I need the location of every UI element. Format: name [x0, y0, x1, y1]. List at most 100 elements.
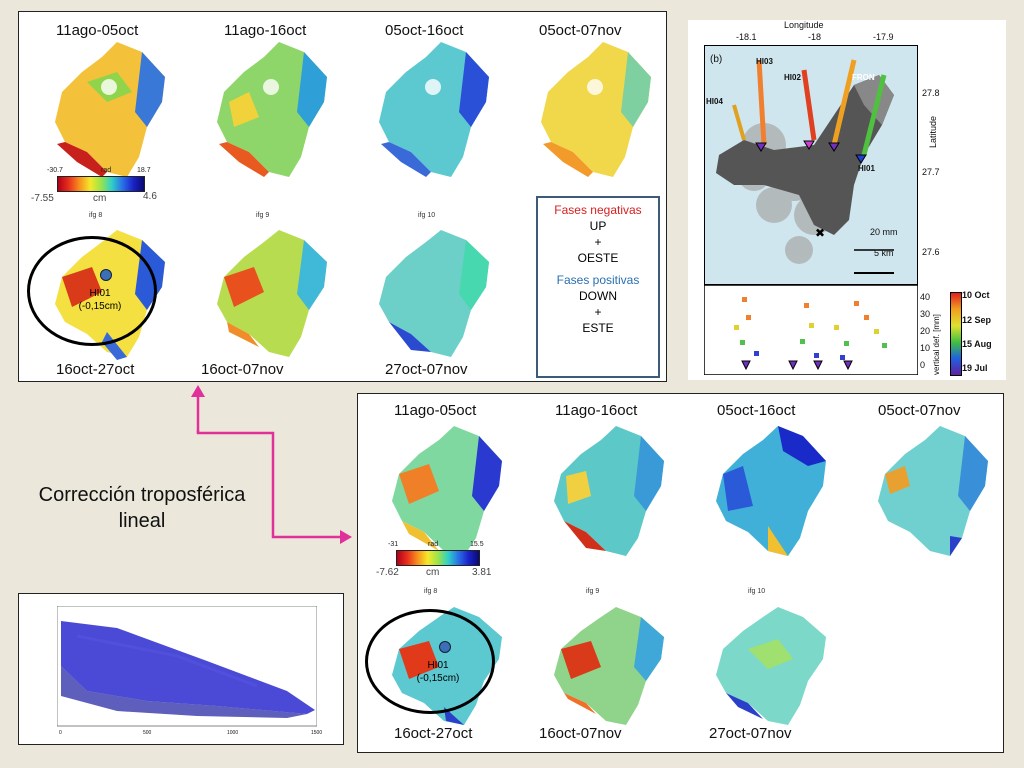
- ifg-label: ifg 10: [418, 212, 436, 219]
- station-highlight-ellipse: [365, 609, 495, 714]
- interferogram-date-label: 16oct-27oct: [394, 725, 473, 742]
- y-axis-title: vertical def. [mm]: [932, 314, 941, 375]
- x-axis-title: Longitude: [784, 20, 824, 30]
- colorbar-cm-label: cm: [426, 567, 440, 578]
- interferogram-date-label: 05oct-16oct: [385, 22, 464, 39]
- x-tick: 500: [143, 730, 152, 736]
- gps-map: ✖: [704, 45, 918, 285]
- station-value: (-0,15cm): [416, 673, 460, 684]
- ifg-label: ifg 8: [424, 588, 438, 595]
- y-tick: 20: [920, 326, 931, 336]
- gps-deformation-plot: [704, 285, 918, 375]
- date-label: 15 Aug: [962, 339, 992, 349]
- station-marker: [439, 641, 451, 653]
- colorbar: [396, 550, 480, 566]
- colorbar-rad-label: rad: [428, 541, 439, 548]
- interferogram-date-label: 27oct-07nov: [385, 361, 468, 378]
- y-axis-title: Latitude: [928, 115, 938, 148]
- interferogram-map: [716, 426, 826, 556]
- legend-line: +: [594, 235, 602, 249]
- legend-line: UP: [589, 219, 607, 233]
- colorbar-rad-min: -31: [388, 541, 399, 548]
- y-tick: 10: [920, 343, 931, 353]
- interferogram-date-label: 16oct-27oct: [56, 361, 135, 378]
- interferogram-date-label: 05oct-16oct: [717, 402, 796, 419]
- interferogram-date-label: 11ago-16oct: [555, 402, 638, 419]
- y-tick: 40: [920, 292, 931, 302]
- station-label: HI02: [784, 73, 801, 82]
- scatter-plot: [57, 606, 317, 727]
- station-label: HI01: [858, 164, 875, 173]
- x-tick: -17.9: [873, 32, 894, 42]
- station-label: HI01 (-0,15cm): [403, 659, 473, 685]
- colorbar-cm-min: -7.55: [31, 193, 54, 204]
- interferogram-date-label: 27oct-07nov: [709, 725, 792, 742]
- legend-negative-title: Fases negativas: [554, 203, 642, 217]
- y-tick: 27.8: [922, 88, 940, 98]
- interferogram-map: [541, 42, 651, 177]
- scatter-plot-panel: 0 500 1000 1500: [18, 593, 344, 745]
- colorbar-cm-max: 4.6: [143, 191, 157, 202]
- ifg-label: ifg 8: [89, 212, 103, 219]
- interferogram-map: [878, 426, 988, 556]
- interferogram-map: [379, 230, 489, 357]
- correction-arrow: [191, 385, 352, 544]
- colorbar-cm-max: 3.81: [472, 567, 492, 578]
- y-tick: 0: [920, 360, 926, 370]
- legend-positive-title: Fases positivas: [556, 273, 640, 287]
- x-tick: -18: [808, 32, 822, 42]
- interferogram-map: [217, 42, 327, 177]
- interferogram-map: [554, 607, 664, 725]
- colorbar: [57, 176, 145, 192]
- phase-legend: Fases negativas UP + OESTE Fases positiv…: [536, 196, 660, 378]
- colorbar-cm-label: cm: [93, 193, 107, 204]
- interferogram-date-label: 05oct-07nov: [539, 22, 622, 39]
- interferogram-date-label: 11ago-16oct: [224, 22, 307, 39]
- gps-figure: Longitude -18.1 -18 -17.9 ✖ (b) HI03 HI0…: [688, 20, 1006, 380]
- station-label: HI04: [706, 97, 723, 106]
- x-tick: 1500: [311, 730, 323, 736]
- colorbar-rad-max: 15.5: [470, 541, 484, 548]
- correction-label: Corrección troposférica lineal: [22, 482, 262, 534]
- legend-line: ESTE: [582, 321, 614, 335]
- y-tick: 30: [920, 309, 931, 319]
- interferogram-map: [716, 607, 826, 725]
- date-label: 19 Jul: [962, 363, 988, 373]
- station-marker: [100, 269, 112, 281]
- colorbar-rad-label: rad: [101, 167, 112, 174]
- station-label: FRON: [852, 73, 875, 82]
- station-name: HI01: [89, 288, 111, 299]
- station-label: HI03: [756, 57, 773, 66]
- scale-km: 5 km: [874, 248, 894, 258]
- panel-tag: (b): [710, 54, 723, 65]
- svg-text:✖: ✖: [815, 226, 825, 240]
- scale-mm: 20 mm: [870, 227, 898, 237]
- bottom-interferogram-panel: 11ago-05oct 11ago-16oct 05oct-16oct 05oc…: [357, 393, 1004, 753]
- interferogram-map: [55, 42, 165, 177]
- ifg-label: ifg 9: [256, 212, 270, 219]
- x-tick: -18.1: [736, 32, 757, 42]
- interferogram-map: [217, 230, 327, 357]
- interferogram-date-label: 11ago-05oct: [56, 22, 139, 39]
- colorbar-rad-min: -30.7: [47, 167, 63, 174]
- correction-label-line: lineal: [118, 510, 166, 532]
- date-label: 12 Sep: [962, 315, 992, 325]
- station-highlight-ellipse: [27, 236, 157, 346]
- top-interferogram-panel: 11ago-05oct 11ago-16oct 05oct-16oct 05oc…: [18, 11, 667, 382]
- y-tick: 27.6: [922, 247, 940, 257]
- station-label: HI01 (-0,15cm): [65, 287, 135, 313]
- date-label: 10 Oct: [962, 290, 990, 300]
- legend-line: OESTE: [577, 251, 619, 265]
- station-value: (-0,15cm): [78, 301, 122, 312]
- interferogram-date-label: 11ago-05oct: [394, 402, 477, 419]
- legend-line: +: [594, 305, 602, 319]
- ifg-label: ifg 9: [586, 588, 600, 595]
- interferogram-map: [554, 426, 664, 556]
- colorbar-rad-max: 18.7: [137, 167, 151, 174]
- interferogram-date-label: 05oct-07nov: [878, 402, 961, 419]
- date-colorbar: [950, 292, 962, 376]
- interferogram-map: [392, 426, 502, 556]
- colorbar-cm-min: -7.62: [376, 567, 399, 578]
- x-tick: 1000: [227, 730, 239, 736]
- interferogram-date-label: 16oct-07nov: [539, 725, 622, 742]
